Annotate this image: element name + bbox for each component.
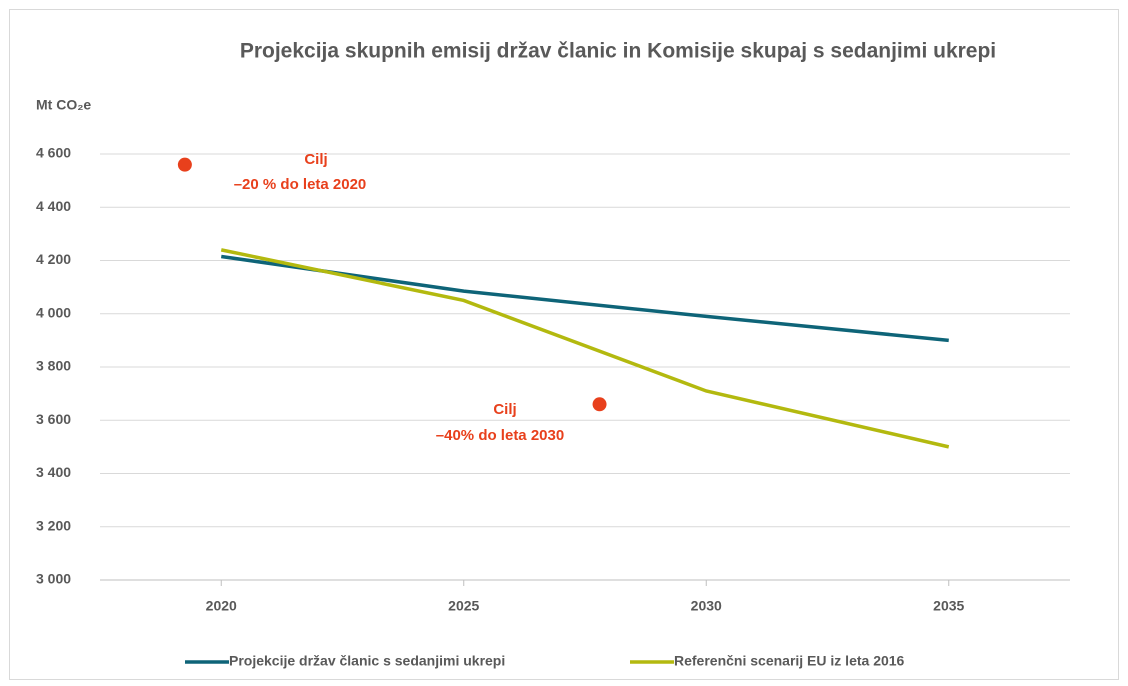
chart-title: Projekcija skupnih emisij držav članic i… [240,40,996,63]
x-tick-label: 2035 [933,598,964,614]
y-tick-label: 4 600 [36,145,71,161]
y-axis-label: Mt CO₂e [36,97,91,113]
legend-label: Projekcije držav članic s sedanjimi ukre… [229,653,505,669]
annotation: Cilj [304,151,327,168]
y-tick-label: 3 400 [36,464,71,480]
annotation: –40% do leta 2030 [436,427,564,444]
y-tick-label: 4 200 [36,251,71,267]
target-point [177,157,192,172]
y-tick-label: 3 200 [36,517,71,533]
annotation: –20 % do leta 2020 [234,176,367,193]
x-tick-label: 2030 [691,598,722,614]
x-tick-label: 2020 [206,598,237,614]
y-tick-label: 3 600 [36,411,71,427]
annotation: Cilj [493,401,516,418]
x-tick-label: 2025 [448,598,479,614]
y-tick-label: 4 000 [36,304,71,320]
target-point [592,397,607,412]
y-tick-label: 3 800 [36,358,71,374]
y-tick-label: 3 000 [36,571,71,587]
series-line [220,248,950,449]
chart-frame [9,9,1119,680]
legend-label: Referenčni scenarij EU iz leta 2016 [674,653,905,669]
y-tick-label: 4 400 [36,198,71,214]
